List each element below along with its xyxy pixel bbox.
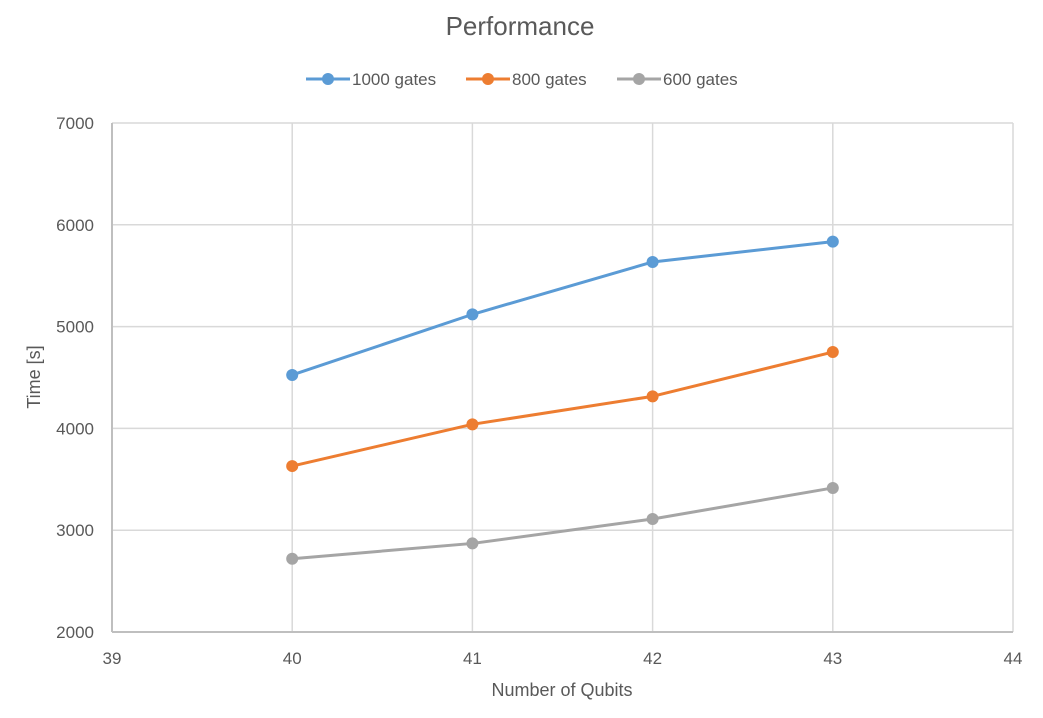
legend-label: 600 gates bbox=[663, 70, 738, 89]
legend-marker-icon bbox=[482, 73, 494, 85]
x-axis-ticks: 39 40 41 42 43 44 bbox=[103, 649, 1023, 668]
legend-item: 600 gates bbox=[617, 70, 738, 89]
y-tick-label: 3000 bbox=[56, 521, 94, 540]
legend-marker-icon bbox=[633, 73, 645, 85]
y-tick-label: 2000 bbox=[56, 623, 94, 642]
legend-item: 800 gates bbox=[466, 70, 587, 89]
legend-marker-icon bbox=[322, 73, 334, 85]
legend: 1000 gates 800 gates 600 gates bbox=[306, 70, 738, 89]
series-800-gates bbox=[286, 346, 839, 473]
series-600-gates bbox=[286, 481, 839, 565]
data-point bbox=[466, 537, 479, 550]
x-tick-label: 41 bbox=[463, 649, 482, 668]
x-tick-label: 40 bbox=[283, 649, 302, 668]
data-point bbox=[826, 235, 839, 248]
data-point bbox=[286, 368, 299, 381]
y-tick-label: 4000 bbox=[56, 419, 94, 438]
y-axis-ticks: 2000 3000 4000 5000 6000 7000 bbox=[56, 114, 94, 642]
x-tick-label: 42 bbox=[643, 649, 662, 668]
chart-title: Performance bbox=[446, 11, 595, 41]
x-tick-label: 39 bbox=[103, 649, 122, 668]
data-point bbox=[466, 418, 479, 431]
x-axis-label: Number of Qubits bbox=[491, 680, 632, 700]
gridlines bbox=[111, 122, 1014, 633]
data-point bbox=[826, 481, 839, 494]
legend-label: 1000 gates bbox=[352, 70, 436, 89]
x-tick-label: 43 bbox=[823, 649, 842, 668]
data-point bbox=[646, 390, 659, 403]
data-point bbox=[466, 308, 479, 321]
data-point bbox=[646, 513, 659, 526]
y-tick-label: 6000 bbox=[56, 216, 94, 235]
x-tick-label: 44 bbox=[1004, 649, 1023, 668]
data-point bbox=[646, 255, 659, 268]
data-point bbox=[286, 460, 299, 473]
y-tick-label: 7000 bbox=[56, 114, 94, 133]
series-1000-gates bbox=[286, 235, 839, 381]
y-axis-label: Time [s] bbox=[24, 345, 44, 408]
data-series bbox=[286, 235, 839, 565]
legend-label: 800 gates bbox=[512, 70, 587, 89]
data-point bbox=[286, 552, 299, 565]
data-point bbox=[826, 346, 839, 359]
legend-item: 1000 gates bbox=[306, 70, 436, 89]
y-tick-label: 5000 bbox=[56, 318, 94, 337]
